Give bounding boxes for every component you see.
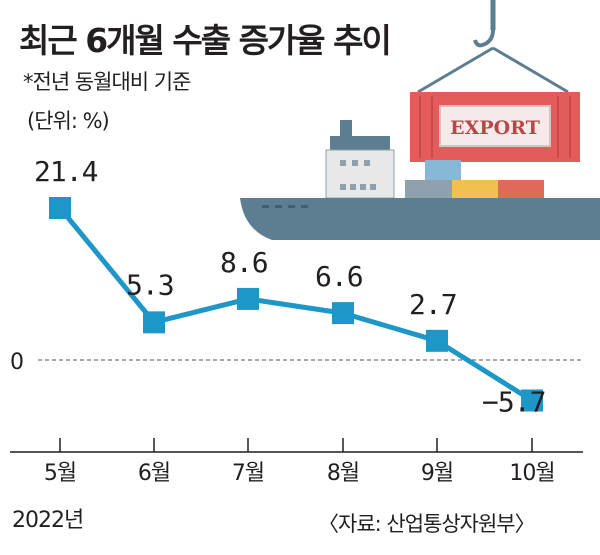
data-label: 8.6 [220,246,268,279]
x-ticks [59,438,533,452]
data-point-marker [521,389,543,412]
data-label: 21.4 [34,155,98,188]
data-label: 2.7 [409,288,457,321]
export-stamp [439,105,551,147]
data-point-marker [49,197,71,219]
cable-right [492,46,569,94]
data-point-marker [143,311,165,334]
cable-left [417,46,494,94]
container-ribs [419,96,571,158]
data-point-marker [332,302,354,325]
ship-chimney [340,120,352,138]
data-label: 6.6 [315,260,363,293]
crane-hook-icon [473,29,495,48]
data-label: −5.7 [482,385,545,418]
export-stamp-text: EXPORT [450,117,540,139]
x-tick-label: 6월 [138,461,170,486]
ship-hull [240,198,600,240]
unit-label: (단위: %) [27,109,110,133]
x-tick-label: 9월 [421,461,453,486]
data-labels: 21.4 5.3 8.6 6.6 2.7 −5.7 [34,155,546,418]
chart-subtitle: *전년 동월대비 기준 [23,70,191,94]
deck-container-red [498,180,544,202]
deck-container-yellow [452,180,498,202]
export-ship-illustration: EXPORT [240,0,600,240]
series-markers [49,197,543,412]
data-label: 5.3 [126,268,174,301]
x-tick-label: 7월 [232,461,264,486]
x-tick-label: 8월 [327,461,359,486]
deck-container-gray [405,180,452,202]
x-tick-label: 10월 [509,461,554,486]
zero-tick-label: 0 [10,350,23,375]
data-point-marker [426,329,448,352]
deck-container-blue [425,160,461,180]
hull-portholes [262,205,308,208]
source-note: 〈자료: 산업통상자원부〉 [318,512,536,536]
ship-bridge [325,149,395,199]
series-line-layer [58,206,534,403]
year-label: 2022년 [12,508,83,533]
ship-bridge-top [330,136,390,152]
ship-windows [340,160,376,190]
chart-title: 최근 6개월 수출 증가율 추이 [19,21,392,60]
series-line [58,206,534,403]
x-tick-labels: 5월 6월 7월 8월 9월 10월 [44,461,556,486]
data-point-marker [237,287,259,310]
x-tick-label: 5월 [44,461,76,486]
